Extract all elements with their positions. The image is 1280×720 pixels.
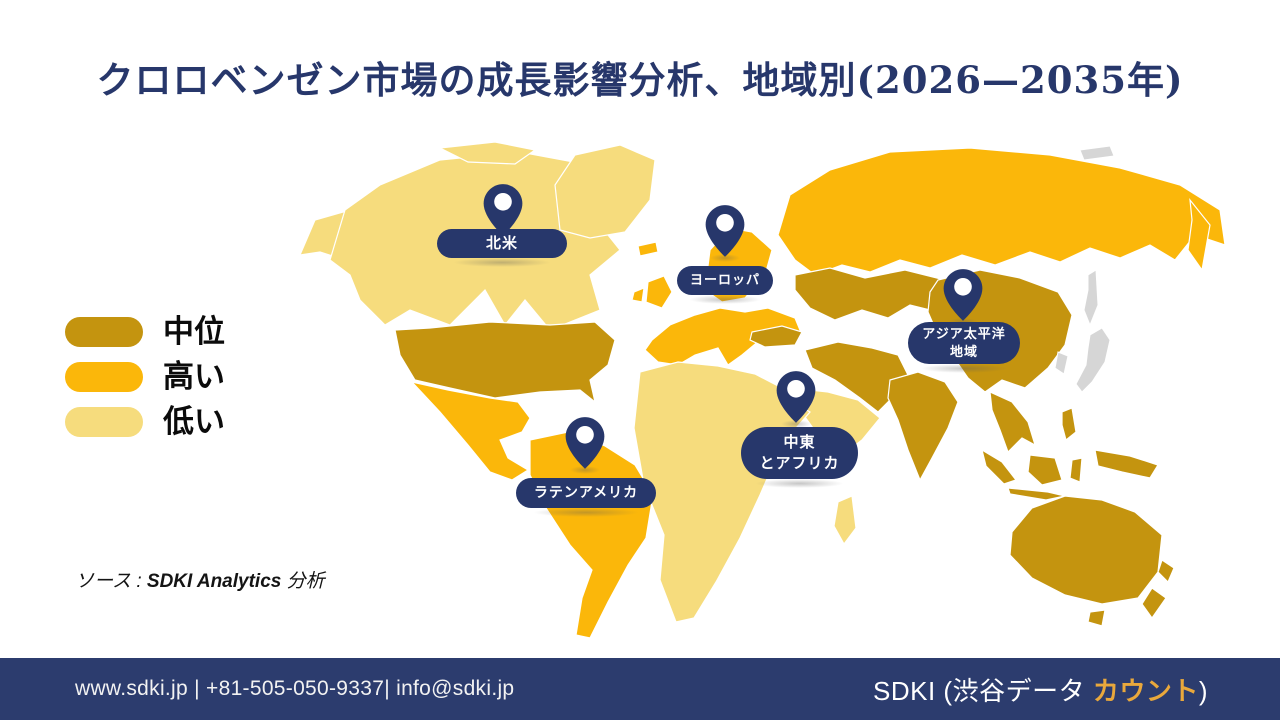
region-label-text: 中東 [783,434,816,451]
map-region-arabia [791,387,881,459]
map-region-java [1007,487,1066,501]
map-region-kamchatka [1187,198,1211,272]
footer-contact-info: www.sdki.jp | +81-505-050-9337| info@sdk… [75,677,515,700]
legend-item-medium: 中位 [65,316,225,347]
region-label-text: アジア太平洋 [922,325,1006,341]
map-region-japan [1075,327,1111,393]
footer-bar: www.sdki.jp | +81-505-050-9337| info@sdk… [0,658,1280,720]
legend-item-low: 低い [65,406,225,437]
map-pin-asia-pacific-icon [940,268,986,326]
region-label-text: ヨーロッパ [689,272,760,288]
legend-swatch-low-icon [65,406,143,437]
legend-label: 高い [163,359,225,394]
region-label-text: ラテンアメリカ [533,484,639,501]
region-label-asia-pacific: アジア太平洋 地域 [908,322,1020,373]
map-region-greenland [554,144,656,239]
map-region-turkey [749,325,803,348]
map-region-mexico [410,380,531,481]
region-label-text: 北米 [485,235,518,252]
legend-swatch-medium-icon [65,316,143,347]
map-region-arctic-islands [437,141,537,165]
region-label-north-america: 北米 [437,229,567,267]
map-region-central-asia [794,267,959,321]
source-name: SDKI Analytics [146,571,282,592]
map-region-ireland [631,287,645,303]
map-region-sulawesi [1069,457,1083,483]
region-label-europe: ヨーロッパ [677,266,773,304]
map-region-southeast-asia [989,391,1036,454]
map-region-svalbard [1079,145,1115,161]
map-pin-latin-america-icon [562,416,608,474]
legend: 中位 高い 低い [65,316,225,451]
region-label-latin-america: ラテンアメリカ [516,478,656,517]
map-region-uk [645,275,673,309]
map-region-korea [1054,351,1069,375]
region-label-middle-east-africa: 中東 とアフリカ [741,427,858,488]
source-suffix: 分析 [281,571,325,592]
map-region-sumatra [981,448,1017,485]
map-region-sakhalin [1083,269,1099,327]
map-pin-europe-icon [702,204,748,262]
source-note: ソース : SDKI Analytics 分析 [75,566,325,593]
map-region-usa [394,321,616,404]
map-region-russia [777,147,1226,276]
map-region-new-guinea [1094,449,1159,479]
footer-brand: SDKI (渋谷データ カウント) [873,671,1208,708]
page-title: クロロベンゼン市場の成長影響分析、地域別(2026—2035年) [96,58,1184,102]
world-map [299,141,1226,639]
map-region-iceland [637,241,659,257]
map-region-philippines [1061,407,1077,442]
source-prefix: ソース : [75,571,147,592]
brand-highlight: カウント [1092,675,1199,706]
map-region-india [887,371,959,482]
legend-swatch-high-icon [65,361,143,392]
map-pin-middle-east-africa-icon [773,370,819,428]
map-region-madagascar [833,495,857,546]
map-region-borneo [1027,454,1063,486]
legend-label: 中位 [163,314,225,349]
legend-label: 低い [163,404,225,439]
map-region-australia [1009,495,1163,605]
brand-suffix: ) [1198,675,1208,706]
legend-item-high: 高い [65,361,225,392]
map-region-tasmania [1087,609,1106,627]
region-label-text: とアフリカ [759,455,840,472]
map-region-new-zealand [1141,559,1175,620]
region-label-text: 地域 [949,344,978,359]
brand-prefix: SDKI (渋谷データ [873,675,1093,706]
